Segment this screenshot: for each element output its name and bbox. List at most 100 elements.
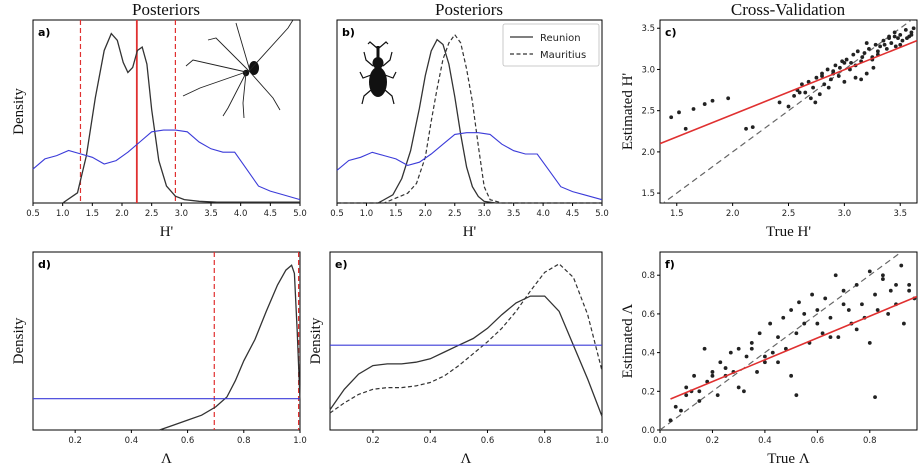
scatter-point	[855, 49, 860, 54]
scatter-point	[777, 100, 782, 105]
scatter-point	[783, 346, 788, 351]
scatter-point	[697, 389, 702, 394]
weevil-leg	[382, 51, 393, 67]
y-tick-label: 0.0	[641, 426, 655, 436]
scatter-point	[684, 385, 689, 390]
y-tick-label: 0.2	[641, 387, 655, 397]
y-tick-label: 2.5	[641, 107, 655, 117]
spider-abdomen	[249, 61, 259, 75]
scatter-point	[794, 393, 799, 398]
scatter-point	[762, 354, 767, 359]
scatter-point	[684, 393, 689, 398]
scatter-point	[749, 346, 754, 351]
spider-leg	[249, 19, 294, 71]
posterior-density-line	[337, 38, 602, 204]
scatter-point	[854, 327, 859, 332]
scatter-point	[849, 60, 853, 65]
scatter-point	[802, 321, 807, 326]
panel-label: c)	[665, 26, 677, 39]
scatter-group	[660, 252, 917, 430]
scatter-point	[836, 335, 841, 340]
scatter-point	[677, 110, 681, 115]
scatter-point	[715, 393, 720, 398]
panel-label: d)	[38, 258, 51, 271]
x-tick-label: 2.5	[782, 209, 796, 219]
x-tick-label: 1.0	[56, 209, 70, 219]
scatter-point	[826, 85, 831, 90]
spider-leg	[249, 71, 281, 111]
x-tick-label: 3.0	[175, 209, 189, 219]
x-tick-label: 0.5	[330, 209, 344, 219]
scatter-point	[867, 269, 872, 274]
y-axis-label: Density	[11, 88, 27, 135]
scatter-point	[901, 321, 906, 326]
scatter-point	[892, 34, 897, 39]
panel-label: b)	[342, 26, 355, 39]
scatter-point	[889, 41, 894, 45]
plot-frame-c	[659, 19, 918, 204]
y-tick-label: 0.4	[641, 349, 655, 359]
spider-silhouette-icon	[182, 19, 294, 119]
scatter-point	[846, 308, 851, 312]
scatter-point	[881, 38, 886, 43]
scatter-point	[736, 346, 741, 351]
scatter-point	[692, 373, 696, 378]
scatter-point	[911, 26, 916, 31]
scatter-point	[820, 74, 824, 78]
scatter-point	[892, 30, 897, 35]
scatter-point	[867, 46, 871, 51]
plot-frame-f	[659, 251, 918, 431]
scatter-point	[862, 51, 867, 55]
x-tick-label: 3.5	[893, 209, 907, 219]
plot-frame-d	[32, 251, 301, 431]
column-title: Posteriors	[435, 0, 503, 19]
scatter-point	[860, 55, 865, 59]
y-tick-label: 1.5	[641, 189, 655, 199]
scatter-point	[744, 354, 749, 359]
x-tick-label: 5.0	[595, 209, 609, 219]
plot-frame-e	[329, 251, 603, 431]
spider-leg	[207, 37, 251, 73]
scatter-point	[833, 63, 838, 68]
x-tick-label: 0.2	[68, 436, 82, 446]
x-tick-label: 2.0	[726, 209, 740, 219]
scatter-point	[679, 408, 683, 413]
weevil-leg	[359, 71, 372, 79]
scatter-point	[853, 75, 858, 80]
x-tick-label: 0.4	[125, 436, 139, 446]
scatter-point	[873, 42, 878, 47]
posterior-density-line	[329, 263, 603, 414]
x-tick-label: 4.0	[536, 209, 550, 219]
scatter-point	[728, 350, 733, 355]
spider-leg	[185, 59, 247, 73]
x-axis-label: Λ	[461, 451, 472, 467]
y-axis-label: Estimated H'	[620, 73, 636, 151]
scatter-point	[792, 93, 796, 98]
scatter-point	[786, 104, 791, 109]
x-axis-label: Λ	[161, 451, 172, 467]
prior-density-line	[32, 129, 301, 201]
scatter-point	[723, 366, 728, 370]
scatter-point	[814, 75, 819, 80]
scatter-point	[744, 126, 748, 131]
scatter-point	[833, 273, 838, 278]
scatter-point	[838, 65, 842, 70]
scatter-point	[710, 370, 715, 374]
posterior-density-line	[33, 32, 300, 204]
posterior-density-line	[329, 295, 603, 417]
scatter-point	[820, 331, 825, 336]
scatter-point	[864, 41, 869, 45]
legend-label-reunion: Reunion	[540, 33, 581, 44]
scatter-point	[828, 315, 833, 320]
scatter-point	[825, 67, 830, 72]
weevil-leg	[361, 89, 372, 105]
x-tick-label: 0.6	[811, 436, 825, 446]
y-tick-label: 0.8	[641, 271, 655, 281]
scatter-point	[810, 292, 815, 297]
scatter-point	[882, 42, 887, 47]
scatter-point	[900, 38, 905, 43]
scatter-point	[757, 331, 762, 336]
scatter-point	[768, 321, 773, 326]
column-title: Posteriors	[132, 0, 200, 19]
x-tick-label: 3.0	[838, 209, 852, 219]
